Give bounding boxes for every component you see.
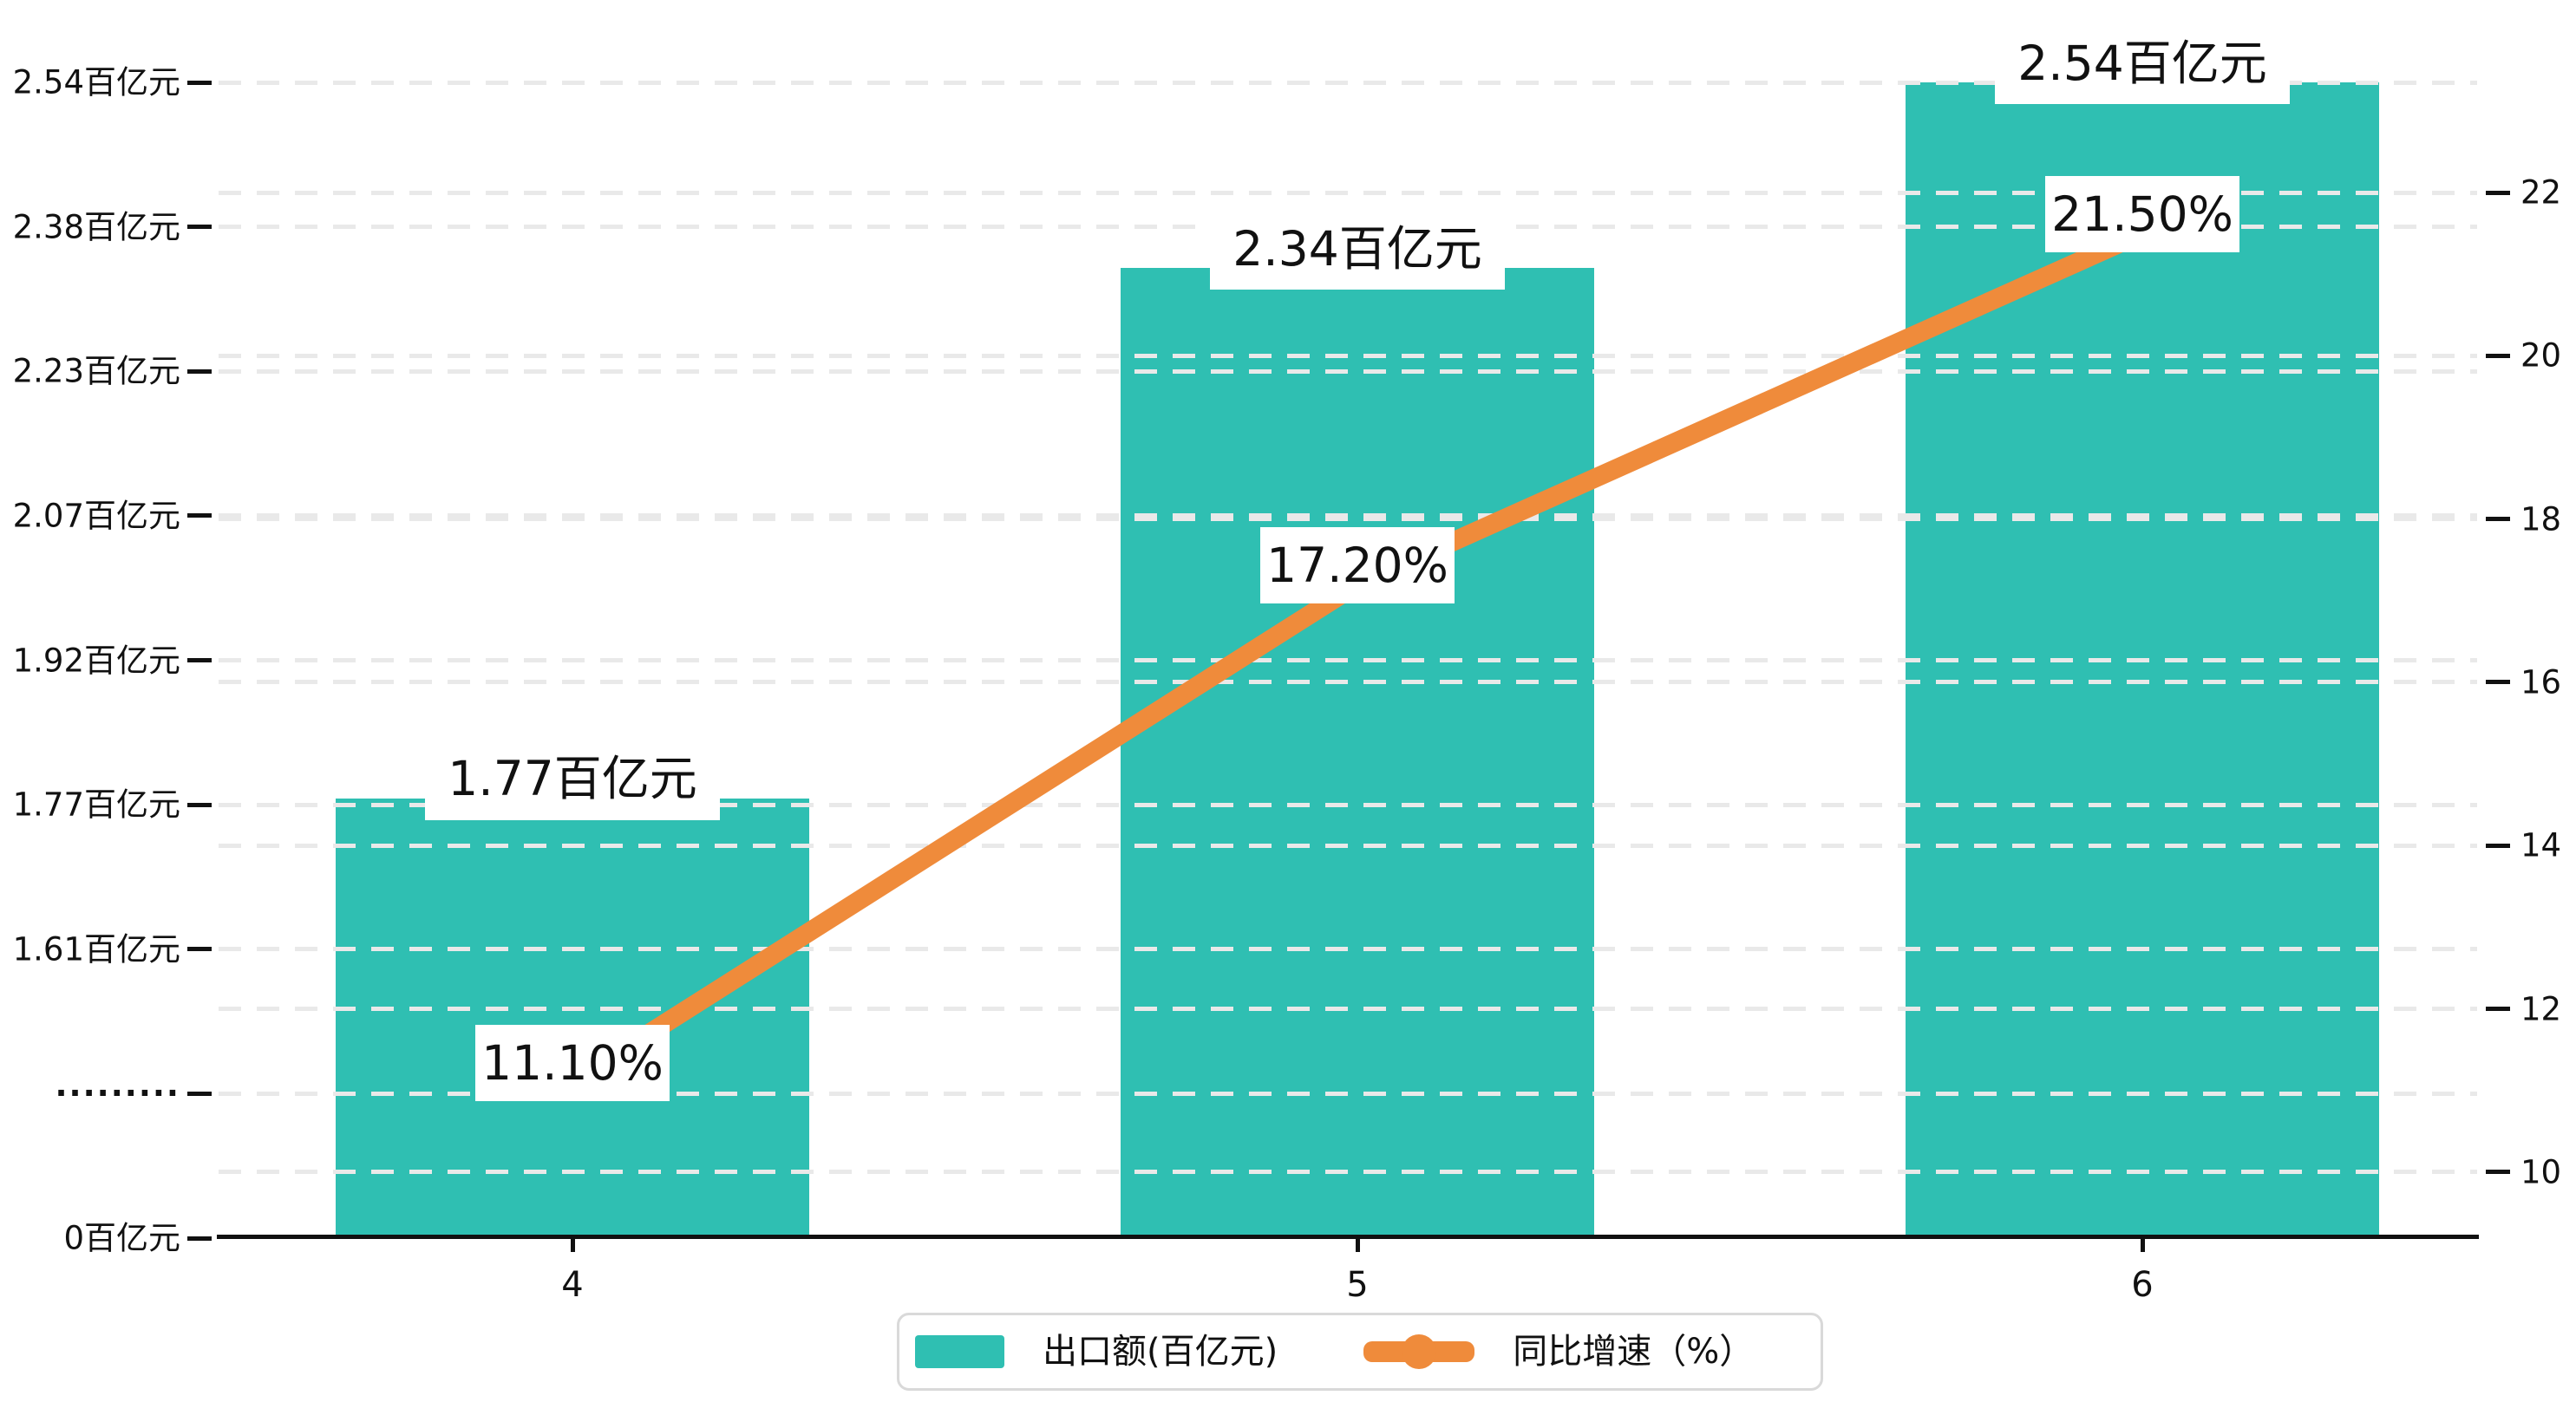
legend-item-export[interactable]: 出口额(百亿元) [915,1333,1278,1371]
y-axis-left-label: 0百亿元 [63,1219,180,1257]
gridline [219,190,2477,195]
bar-value-label: 2.34百亿元 [1210,208,1505,290]
y-axis-right-label: 22 [2520,173,2562,212]
x-axis-tick [1356,1238,1360,1252]
y-axis-left-label: 1.61百亿元 [12,930,180,968]
y-axis-left-label: 2.38百亿元 [12,208,180,246]
x-axis-line [217,1235,2479,1239]
gridline [219,353,2477,358]
y-axis-left-tick [187,368,212,374]
y-axis-right-label: 14 [2520,826,2562,864]
gridline [219,1091,2477,1096]
bar [336,798,809,1238]
y-axis-right-label: 18 [2520,500,2562,538]
y-axis-right-tick [2486,680,2510,685]
y-axis-left-label: 1.77百亿元 [12,786,180,824]
growth-point-label: 17.20% [1260,527,1455,603]
y-axis-left-tick [187,947,212,952]
y-axis-left-label: ········· [55,1074,180,1112]
y-axis-right-tick [2486,1007,2510,1012]
gridline [219,680,2477,685]
y-axis-right-tick [2486,353,2510,358]
growth-point-label: 11.10% [475,1025,670,1101]
y-axis-right-label: 20 [2520,336,2562,375]
y-axis-left-label: 2.07百亿元 [12,497,180,535]
legend-label-growth: 同比增速（%） [1513,1332,1755,1372]
gridline [219,368,2477,374]
y-axis-right-tick [2486,843,2510,848]
line-marker-dot-icon [1402,1334,1437,1369]
gridline [219,517,2477,522]
x-axis-tick [571,1238,575,1252]
legend-item-growth[interactable]: 同比增速（%） [1278,1333,1754,1371]
gridline [219,513,2477,518]
bar [1121,268,1594,1238]
y-axis-right-label: 10 [2520,1153,2562,1191]
y-axis-right-tick [2486,1170,2510,1175]
legend-label-export: 出口额(百亿元) [1043,1332,1278,1372]
y-axis-left-tick [187,658,212,662]
y-axis-left-tick [187,225,212,230]
y-axis-left-tick [187,513,212,518]
gridline [219,658,2477,662]
bar-value-label: 2.54百亿元 [1995,23,2290,104]
y-axis-right-tick [2486,190,2510,195]
x-axis-tick [2141,1238,2145,1252]
y-axis-left-tick [187,1236,212,1241]
y-axis-right-label: 12 [2520,990,2562,1028]
y-axis-right-tick [2486,517,2510,522]
y-axis-left-tick [187,802,212,807]
y-axis-left-label: 1.92百亿元 [12,642,180,679]
bar-series-swatch-icon [915,1335,1004,1368]
legend: 出口额(百亿元) 同比增速（%） [897,1313,1823,1391]
growth-point-label: 21.50% [2045,176,2239,252]
y-axis-left-label: 2.54百亿元 [12,63,180,101]
gridline [219,1007,2477,1012]
y-axis-right-label: 16 [2520,663,2562,701]
x-axis-label: 5 [1346,1265,1369,1305]
gridline [219,1170,2477,1175]
bar-value-label: 1.77百亿元 [425,738,720,820]
y-axis-left-tick [187,1091,212,1096]
y-axis-left-tick [187,80,212,85]
gridline [219,80,2477,85]
x-axis-label: 4 [561,1265,584,1305]
gridline [219,947,2477,952]
y-axis-left-label: 2.23百亿元 [12,352,180,390]
gridline [219,843,2477,848]
x-axis-label: 6 [2131,1265,2154,1305]
line-series-marker-icon [1363,1333,1475,1371]
gridline [219,802,2477,807]
